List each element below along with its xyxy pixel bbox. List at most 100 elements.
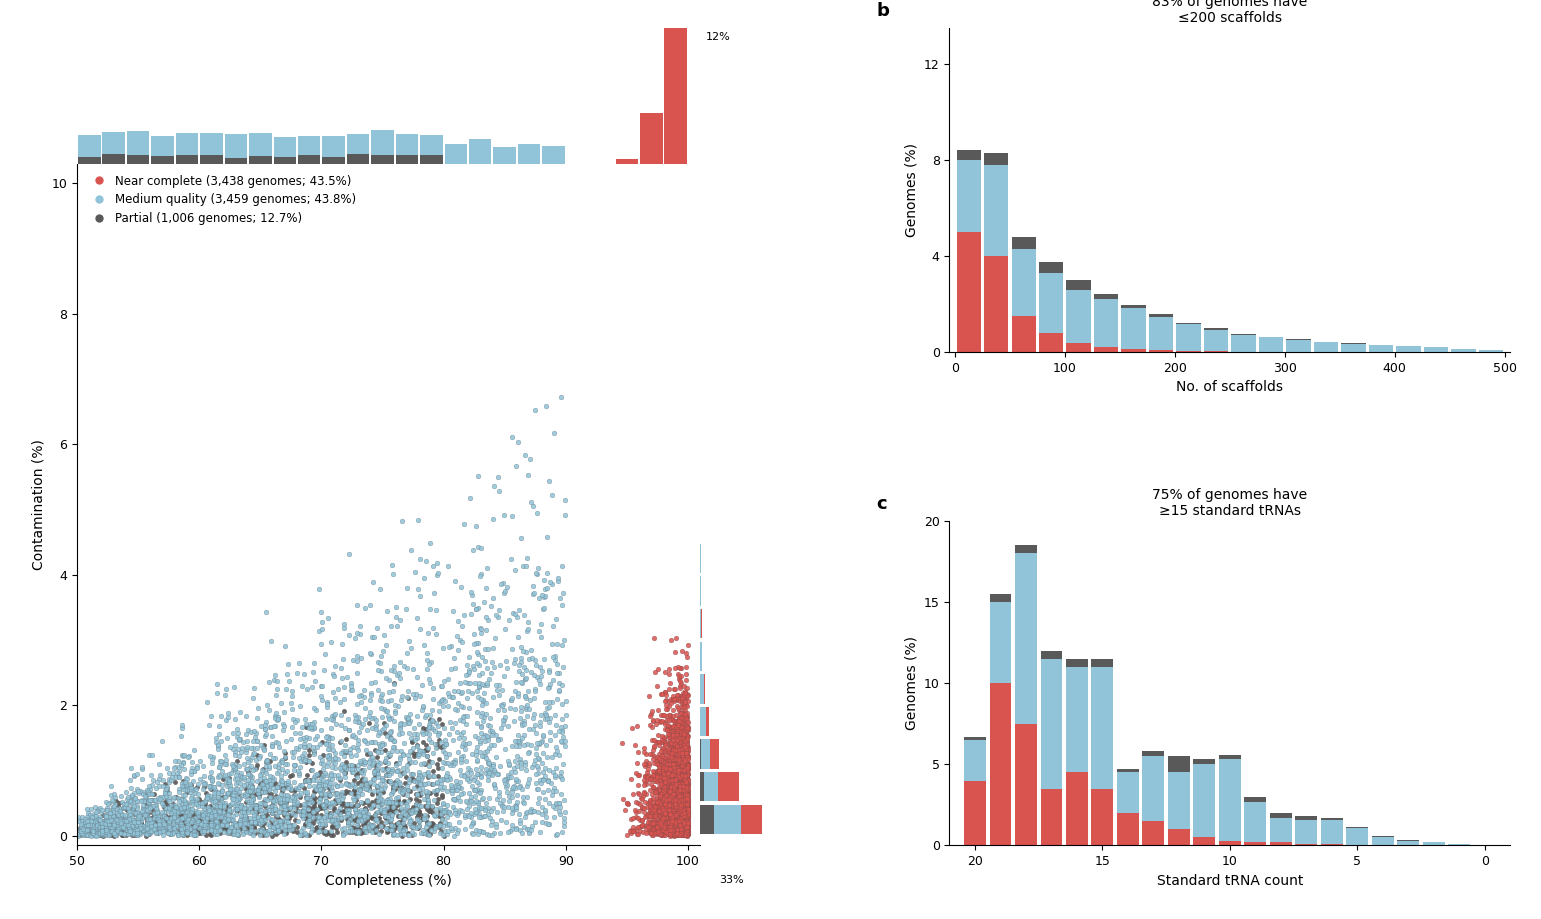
Point bbox=[482, 777, 507, 791]
Point bbox=[82, 824, 106, 839]
Point bbox=[652, 807, 676, 822]
Point bbox=[282, 800, 307, 815]
Point bbox=[475, 677, 499, 692]
Point bbox=[293, 798, 317, 812]
Point bbox=[273, 750, 297, 765]
Point bbox=[653, 736, 678, 751]
Point bbox=[669, 755, 693, 770]
Point bbox=[656, 746, 681, 761]
Point bbox=[391, 748, 416, 763]
Point bbox=[170, 821, 194, 835]
Point bbox=[416, 793, 441, 808]
Point bbox=[664, 772, 689, 787]
Point bbox=[670, 780, 695, 795]
Point bbox=[461, 815, 485, 830]
Point bbox=[664, 784, 689, 799]
Point bbox=[291, 754, 316, 769]
Point bbox=[166, 770, 191, 785]
Point bbox=[658, 809, 683, 823]
Point bbox=[505, 630, 530, 644]
Point bbox=[80, 825, 105, 840]
Point bbox=[673, 818, 698, 833]
Point bbox=[166, 809, 191, 823]
Point bbox=[356, 782, 381, 797]
Point bbox=[358, 745, 382, 760]
Point bbox=[191, 821, 216, 835]
Point bbox=[673, 673, 698, 687]
Point bbox=[102, 810, 126, 824]
Point bbox=[262, 771, 287, 786]
Point bbox=[664, 822, 689, 836]
Bar bbox=[371, 154, 394, 164]
Point bbox=[653, 817, 678, 832]
Point bbox=[664, 792, 689, 807]
Point bbox=[430, 804, 455, 819]
Point bbox=[672, 707, 697, 721]
Point bbox=[199, 794, 223, 809]
Point bbox=[219, 825, 243, 840]
Point bbox=[675, 803, 700, 818]
Point bbox=[96, 816, 120, 831]
Point bbox=[670, 813, 695, 828]
Point bbox=[673, 789, 698, 803]
Point bbox=[347, 823, 371, 838]
Point bbox=[123, 807, 148, 822]
Point bbox=[123, 824, 148, 839]
Point bbox=[669, 821, 693, 835]
Point bbox=[666, 718, 690, 732]
Point bbox=[670, 795, 695, 810]
Point bbox=[666, 789, 690, 803]
Point bbox=[647, 804, 672, 819]
Point bbox=[445, 614, 470, 629]
Point bbox=[667, 798, 692, 812]
Point bbox=[643, 804, 667, 819]
Point bbox=[660, 785, 684, 800]
Point bbox=[658, 790, 683, 805]
Point bbox=[664, 804, 689, 819]
Point bbox=[666, 825, 690, 840]
Point bbox=[459, 766, 484, 780]
Point bbox=[669, 811, 693, 825]
Point bbox=[308, 777, 333, 791]
Point bbox=[237, 776, 262, 790]
Point bbox=[264, 791, 288, 806]
Point bbox=[672, 798, 697, 812]
Point bbox=[658, 811, 683, 825]
Point bbox=[134, 807, 159, 822]
Bar bbox=[1039, 273, 1063, 333]
Point bbox=[664, 820, 689, 834]
Point bbox=[666, 815, 690, 830]
Point bbox=[675, 795, 700, 810]
Point bbox=[424, 567, 448, 582]
Point bbox=[462, 772, 487, 787]
Point bbox=[394, 646, 419, 661]
Point bbox=[72, 823, 97, 838]
Point bbox=[666, 766, 690, 781]
Point bbox=[268, 817, 293, 832]
Point bbox=[370, 762, 394, 777]
Point bbox=[644, 821, 669, 835]
Point bbox=[550, 677, 575, 692]
Point bbox=[652, 808, 676, 823]
Point bbox=[669, 820, 693, 834]
Point bbox=[450, 739, 475, 754]
Point bbox=[143, 804, 168, 819]
Point bbox=[670, 793, 695, 808]
Point bbox=[171, 827, 196, 842]
Point bbox=[251, 815, 276, 830]
Point bbox=[670, 803, 695, 818]
Point bbox=[85, 828, 109, 843]
Point bbox=[230, 769, 254, 784]
Point bbox=[675, 749, 700, 764]
Point bbox=[382, 821, 407, 835]
Point bbox=[660, 790, 684, 805]
Point bbox=[670, 747, 695, 762]
Point bbox=[361, 711, 385, 726]
Point bbox=[521, 690, 546, 705]
Point bbox=[136, 794, 160, 809]
Point bbox=[649, 686, 673, 701]
Point bbox=[133, 803, 157, 818]
Point bbox=[129, 821, 154, 835]
Legend: Near complete (3,438 genomes; 43.5%), Medium quality (3,459 genomes; 43.8%), Par: Near complete (3,438 genomes; 43.5%), Me… bbox=[83, 170, 361, 230]
Point bbox=[672, 707, 697, 721]
